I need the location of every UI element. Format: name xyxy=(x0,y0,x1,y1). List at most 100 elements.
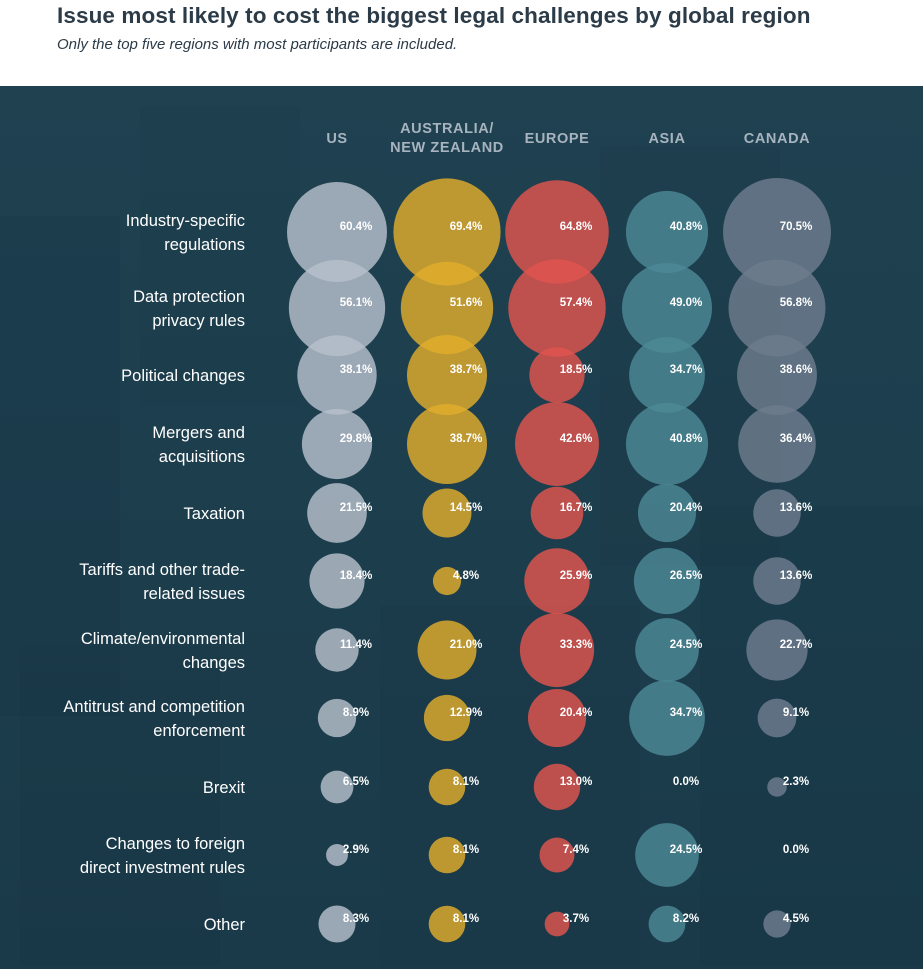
bubble-europe xyxy=(515,402,599,486)
data-label: 70.5% xyxy=(780,221,813,233)
chart-header: Issue most likely to cost the biggest le… xyxy=(0,0,923,86)
data-label: 26.5% xyxy=(670,570,703,582)
bubble-canada xyxy=(728,259,826,357)
data-label: 6.5% xyxy=(343,776,369,788)
bubble-australia-new-zealand xyxy=(417,620,477,680)
bubble-australia-new-zealand xyxy=(423,694,471,742)
bubble-europe xyxy=(527,688,587,748)
data-label: 7.4% xyxy=(563,844,589,856)
bubble-canada xyxy=(753,557,801,605)
row-labels: Industry-specific regulations Data protect… xyxy=(63,212,245,934)
row-label: related issues xyxy=(143,585,245,603)
data-label: 20.4% xyxy=(560,707,593,719)
bubble-us xyxy=(315,628,359,672)
bubble-us xyxy=(287,182,387,282)
row-label: Data protection xyxy=(133,288,245,306)
row-label: privacy rules xyxy=(152,312,245,330)
data-label: 49.0% xyxy=(670,297,703,309)
bubble-australia-new-zealand xyxy=(428,905,466,943)
row-label: Climate/environmental xyxy=(81,630,245,648)
bubble-europe xyxy=(519,612,595,688)
bubble-europe xyxy=(539,837,575,873)
row-label: enforcement xyxy=(153,722,245,740)
bubble-asia xyxy=(621,262,713,354)
bubble-us xyxy=(297,335,377,415)
data-label: 56.1% xyxy=(340,297,373,309)
data-label: 40.8% xyxy=(670,221,703,233)
bubble-canada xyxy=(737,335,817,415)
bubble-asia xyxy=(635,618,699,682)
bubble-australia-new-zealand xyxy=(432,566,462,596)
bubble-asia xyxy=(648,905,686,943)
chart-panel: US AUSTRALIA/NEW ZEALAND EUROPE ASIA CANADA … xyxy=(0,86,923,969)
row-label: Tariffs and other trade- xyxy=(79,561,245,579)
bg-panel xyxy=(20,646,220,966)
data-label: 3.7% xyxy=(563,913,589,925)
data-label: 13.6% xyxy=(780,570,813,582)
column-header-australia-new-zealand: NEW ZEALAND xyxy=(390,140,504,156)
data-label: 8.1% xyxy=(453,844,479,856)
row-label: Antitrust and competition xyxy=(63,698,245,716)
data-label: 8.2% xyxy=(673,913,699,925)
data-label: 34.7% xyxy=(670,364,703,376)
data-label: 24.5% xyxy=(670,639,703,651)
row-label: Other xyxy=(204,916,246,934)
bubble-australia-new-zealand xyxy=(393,178,501,286)
bubble-asia xyxy=(625,402,709,486)
chart-subtitle: Only the top five regions with most part… xyxy=(57,36,458,53)
column-header-us: US xyxy=(326,131,347,147)
bubble-asia xyxy=(637,483,697,543)
bubble-australia-new-zealand xyxy=(428,836,466,874)
row-label: acquisitions xyxy=(159,448,245,466)
row-label: regulations xyxy=(164,236,245,254)
bubble-us xyxy=(288,259,386,357)
value-labels: 60.4% 69.4% 64.8% 40.8% 70.5% 56.1% 51.6% 57.4%… xyxy=(340,221,813,925)
bubble-us xyxy=(320,770,354,804)
row-label: direct investment rules xyxy=(80,859,245,877)
bubble-asia xyxy=(625,190,709,274)
data-label: 8.9% xyxy=(343,707,369,719)
bubble-asia xyxy=(629,680,705,756)
row-label: Political changes xyxy=(121,367,245,385)
row-label: changes xyxy=(183,654,245,672)
bubble-australia-new-zealand xyxy=(400,261,494,355)
data-label: 24.5% xyxy=(670,844,703,856)
data-label: 2.9% xyxy=(343,844,369,856)
column-header-australia-new-zealand: AUSTRALIA/ xyxy=(400,121,494,137)
data-label: 33.3% xyxy=(560,639,593,651)
bg-panel xyxy=(0,216,120,716)
row-label: Mergers and xyxy=(152,424,245,442)
bubble-asia xyxy=(633,547,701,615)
data-label: 34.7% xyxy=(670,707,703,719)
bubble-us xyxy=(326,844,348,866)
bubble-us xyxy=(307,483,367,543)
data-label: 22.7% xyxy=(780,639,813,651)
bubble-us xyxy=(317,698,357,738)
data-label: 13.0% xyxy=(560,776,593,788)
column-header-asia: ASIA xyxy=(648,131,685,147)
bg-panel xyxy=(140,106,300,406)
column-headers: US AUSTRALIA/NEW ZEALAND EUROPE ASIA CANADA xyxy=(326,121,809,156)
bubble-australia-new-zealand xyxy=(428,768,466,806)
bubble-canada xyxy=(763,910,791,938)
bubble-europe xyxy=(533,763,581,811)
row-label: Taxation xyxy=(184,505,245,523)
data-label: 13.6% xyxy=(780,502,813,514)
bubble-canada xyxy=(767,777,787,797)
bubble-us xyxy=(301,408,373,480)
bubble-europe xyxy=(505,180,609,284)
data-label: 21.0% xyxy=(450,639,483,651)
data-label: 12.9% xyxy=(450,707,483,719)
data-label: 40.8% xyxy=(670,433,703,445)
data-label: 16.7% xyxy=(560,502,593,514)
data-label: 14.5% xyxy=(450,502,483,514)
bubble-europe xyxy=(529,347,585,403)
bubble-asia xyxy=(635,823,699,887)
bubble-europe xyxy=(530,486,584,540)
data-label: 20.4% xyxy=(670,502,703,514)
data-label: 8.1% xyxy=(453,913,479,925)
data-label: 38.7% xyxy=(450,433,483,445)
data-label: 4.5% xyxy=(783,913,809,925)
data-label: 60.4% xyxy=(340,221,373,233)
data-label: 64.8% xyxy=(560,221,593,233)
